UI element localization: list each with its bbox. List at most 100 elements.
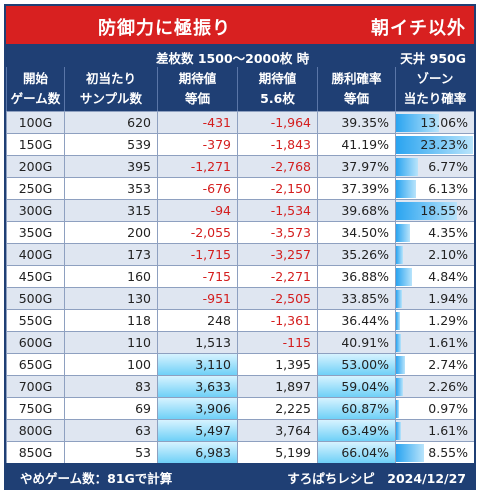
cell-zone-rate: 2.26% (395, 375, 474, 397)
ceiling-label: 天井 950G (400, 51, 466, 66)
cell-samples: 315 (64, 199, 157, 221)
zone-rate-value: 18.55% (420, 203, 468, 218)
cell-samples: 110 (64, 331, 157, 353)
cell-win-rate: 39.35% (317, 111, 395, 133)
cell-zone-rate: 18.55% (395, 199, 474, 221)
header-ev-56: 期待値 5.6枚 (237, 67, 317, 111)
cell-start-game: 850G (6, 441, 64, 463)
cell-win-rate: 35.26% (317, 243, 395, 265)
cell-zone-rate: 6.13% (395, 177, 474, 199)
header-zone-rate-line: 当たり確率 (403, 91, 467, 106)
zone-rate-value: 13.06% (420, 115, 468, 130)
table-row: 100G 620 -431 -1,964 39.35% 13.06% (6, 111, 474, 133)
table-row: 600G 110 1,513 -115 40.91% 1.61% (6, 331, 474, 353)
zone-rate-value: 2.26% (428, 379, 468, 394)
cell-samples: 69 (64, 397, 157, 419)
cell-samples: 130 (64, 287, 157, 309)
table-row: 750G 69 3,906 2,225 60.87% 0.97% (6, 397, 474, 419)
cell-samples: 539 (64, 133, 157, 155)
cell-start-game: 650G (6, 353, 64, 375)
zone-rate-value: 4.84% (428, 269, 468, 284)
header-win-rate-line: 勝利確率 (331, 71, 382, 86)
zone-rate-bar (396, 268, 413, 286)
cell-start-game: 100G (6, 111, 64, 133)
cell-start-game: 250G (6, 177, 64, 199)
cell-ev-56: -1,534 (237, 199, 317, 221)
zone-rate-bar (396, 202, 458, 220)
zone-rate-bar (396, 356, 406, 374)
cell-start-game: 150G (6, 133, 64, 155)
cell-ev-56: -1,843 (237, 133, 317, 155)
cell-win-rate: 39.68% (317, 199, 395, 221)
cell-ev-56: -2,768 (237, 155, 317, 177)
cell-ev-equal: -951 (157, 287, 237, 309)
cell-samples: 53 (64, 441, 157, 463)
zone-rate-value: 8.55% (428, 445, 468, 460)
table-row: 200G 395 -1,271 -2,768 37.97% 6.77% (6, 155, 474, 177)
cell-ev-equal: -2,055 (157, 221, 237, 243)
cell-win-rate: 59.04% (317, 375, 395, 397)
subtitle: 差枚数 1500〜2000枚 時 (156, 51, 310, 66)
cell-ev-equal: 248 (157, 309, 237, 331)
footer-note: やめゲーム数：81Gで計算 (20, 471, 173, 486)
header-ev-equal-line: 期待値 (178, 71, 217, 86)
zone-rate-value: 1.29% (428, 313, 468, 328)
cell-zone-rate: 8.55% (395, 441, 474, 463)
cell-samples: 83 (64, 375, 157, 397)
table-row: 450G 160 -715 -2,271 36.88% 4.84% (6, 265, 474, 287)
table-row: 350G 200 -2,055 -3,573 34.50% 4.35% (6, 221, 474, 243)
cell-start-game: 800G (6, 419, 64, 441)
cell-samples: 160 (64, 265, 157, 287)
header-zone-rate-line: ゾーン (416, 71, 454, 86)
cell-start-game: 550G (6, 309, 64, 331)
cell-ev-56: -2,505 (237, 287, 317, 309)
zone-rate-bar (396, 180, 417, 198)
cell-ev-equal: 1,513 (157, 331, 237, 353)
zone-rate-bar (396, 224, 411, 242)
cell-zone-rate: 4.35% (395, 221, 474, 243)
table-row: 300G 315 -94 -1,534 39.68% 18.55% (6, 199, 474, 221)
cell-start-game: 600G (6, 331, 64, 353)
zone-rate-value: 6.77% (428, 159, 468, 174)
table-row: 500G 130 -951 -2,505 33.85% 1.94% (6, 287, 474, 309)
cell-ev-56: -1,964 (237, 111, 317, 133)
cell-ev-equal: 3,110 (157, 353, 237, 375)
zone-rate-value: 6.13% (428, 181, 468, 196)
cell-ev-56: -2,271 (237, 265, 317, 287)
cell-win-rate: 60.87% (317, 397, 395, 419)
zone-rate-bar (396, 114, 440, 132)
cell-ev-56: -115 (237, 331, 317, 353)
cell-samples: 353 (64, 177, 157, 199)
zone-rate-value: 1.61% (428, 423, 468, 438)
cell-start-game: 750G (6, 397, 64, 419)
table-row: 400G 173 -1,715 -3,257 35.26% 2.10% (6, 243, 474, 265)
header-ev-equal: 期待値 等価 (157, 67, 237, 111)
cell-start-game: 450G (6, 265, 64, 287)
cell-win-rate: 40.91% (317, 331, 395, 353)
cell-samples: 63 (64, 419, 157, 441)
zone-rate-value: 1.61% (428, 335, 468, 350)
table-row: 800G 63 5,497 3,764 63.49% 1.61% (6, 419, 474, 441)
zone-rate-bar (396, 312, 401, 330)
cell-win-rate: 34.50% (317, 221, 395, 243)
header-start-game-line: 開始 (22, 71, 48, 86)
table-row: 700G 83 3,633 1,897 59.04% 2.26% (6, 375, 474, 397)
zone-rate-bar (396, 246, 403, 264)
header-start-game-line: ゲーム数 (10, 91, 61, 106)
header-ev-56-line: 期待値 (258, 71, 297, 86)
zone-rate-value: 1.94% (428, 291, 468, 306)
subtitle-bar: 差枚数 1500〜2000枚 時 天井 950G (6, 46, 474, 67)
zone-rate-value: 4.35% (428, 225, 468, 240)
footer-bar: やめゲーム数：81Gで計算 すろぱちレシピ 2024/12/27 (6, 465, 474, 487)
cell-ev-equal: -431 (157, 111, 237, 133)
cell-samples: 118 (64, 309, 157, 331)
table-row: 850G 53 6,983 5,199 66.04% 8.55% (6, 441, 474, 463)
cell-zone-rate: 0.97% (395, 397, 474, 419)
cell-win-rate: 33.85% (317, 287, 395, 309)
zone-rate-value: 2.10% (428, 247, 468, 262)
cell-start-game: 400G (6, 243, 64, 265)
header-samples: 初当たり サンプル数 (64, 67, 157, 111)
cell-samples: 173 (64, 243, 157, 265)
cell-samples: 620 (64, 111, 157, 133)
cell-zone-rate: 6.77% (395, 155, 474, 177)
